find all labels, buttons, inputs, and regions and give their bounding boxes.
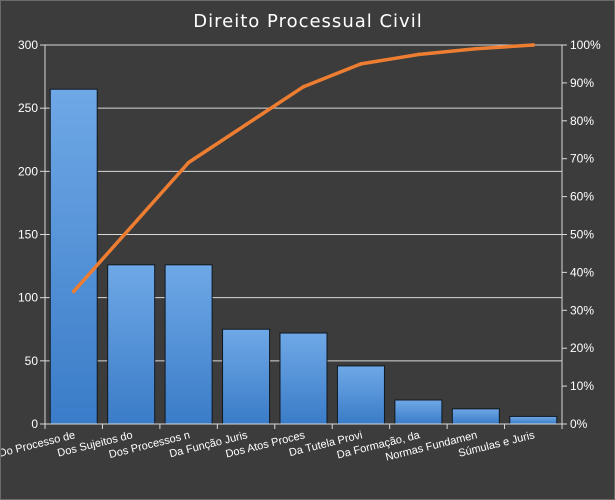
y2-tick-label: 40%: [570, 265, 594, 279]
y2-tick-label: 100%: [570, 38, 601, 52]
y2-tick-label: 20%: [570, 341, 594, 355]
bar: [336, 365, 385, 425]
bar: [49, 88, 98, 425]
bar-series: [49, 88, 558, 425]
line-point: [416, 52, 421, 57]
y2-tick-label: 70%: [570, 152, 594, 166]
bar: [394, 399, 443, 425]
cumulative-line: [71, 43, 536, 294]
y2-tick-label: 30%: [570, 303, 594, 317]
line-point: [71, 289, 76, 294]
y-tick-label: 200: [18, 164, 38, 178]
y-tick-label: 50: [25, 354, 39, 368]
bar: [107, 264, 156, 425]
y2-tick-label: 60%: [570, 190, 594, 204]
y2-tick-label: 10%: [570, 379, 594, 393]
y-tick-label: 300: [18, 38, 38, 52]
bar: [222, 328, 271, 425]
bar: [451, 408, 500, 425]
bar: [279, 332, 328, 425]
cumulative-line-series: [71, 43, 536, 294]
bar: [164, 264, 213, 425]
line-point: [531, 43, 536, 47]
y-tick-label: 100: [18, 291, 38, 305]
left-axis-ticks: 0 50 100 150 200 250 300: [18, 38, 38, 431]
right-axis-ticks: 0% 10% 20% 30% 40% 50% 60% 70% 80% 90% 100%: [570, 38, 601, 431]
chart-title: Direito Processual Civil: [193, 11, 422, 32]
line-point: [474, 46, 478, 51]
line-point: [359, 62, 363, 66]
axes: [40, 44, 567, 429]
y-tick-label: 150: [18, 228, 38, 242]
y2-tick-label: 50%: [570, 228, 594, 242]
y2-tick-label: 80%: [570, 114, 594, 128]
line-point: [244, 122, 248, 127]
line-point: [186, 160, 191, 165]
y2-tick-label: 0%: [570, 417, 588, 431]
bar: [509, 415, 558, 425]
line-point: [301, 84, 306, 89]
line-point: [129, 225, 133, 229]
y-tick-label: 0: [31, 417, 38, 431]
y-tick-label: 250: [18, 101, 38, 115]
y2-tick-label: 90%: [570, 76, 594, 90]
